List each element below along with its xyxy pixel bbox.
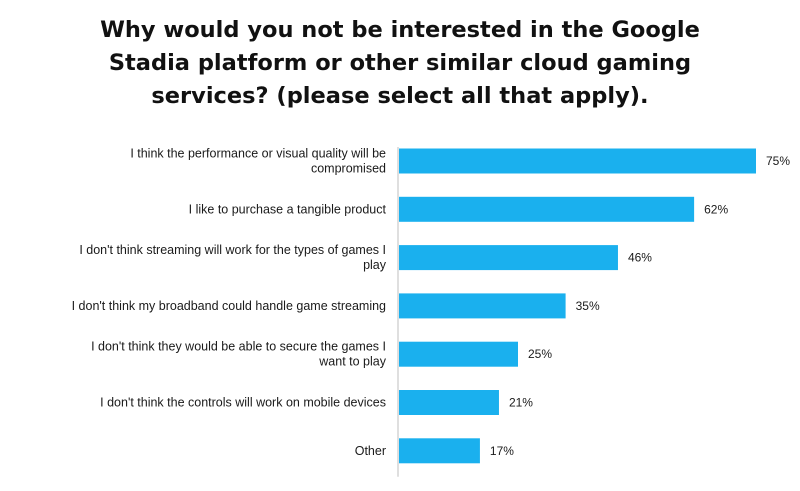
- data-label: 35%: [576, 299, 600, 313]
- category-label: I don't think the controls will work on …: [100, 396, 386, 410]
- chart-title-line-1: Why would you not be interested in the G…: [100, 17, 700, 43]
- category-label: I don't think streaming will work for th…: [79, 243, 386, 257]
- chart-title: Why would you not be interested in the G…: [100, 14, 700, 113]
- data-label: 17%: [490, 444, 514, 458]
- data-label: 75%: [766, 154, 790, 168]
- bar: [399, 293, 566, 319]
- category-label: I don't think my broadband could handle …: [72, 299, 386, 313]
- bar: [399, 438, 480, 464]
- category-label: want to play: [318, 355, 386, 369]
- category-label: I like to purchase a tangible product: [189, 202, 387, 216]
- category-label: play: [363, 258, 387, 272]
- data-label: 21%: [509, 396, 533, 410]
- data-label: 62%: [704, 202, 728, 216]
- category-label: I don't think they would be able to secu…: [91, 340, 386, 354]
- data-label: 25%: [528, 347, 552, 361]
- bar: [399, 196, 695, 222]
- category-label: I think the performance or visual qualit…: [130, 147, 386, 161]
- chart-title-line-2: Stadia platform or other similar cloud g…: [108, 50, 692, 76]
- bar: [399, 245, 618, 271]
- bar: [399, 390, 499, 415]
- bar: [399, 148, 756, 174]
- chart-title-line-3: services? (please select all that apply)…: [151, 83, 649, 109]
- category-label: Other: [355, 444, 386, 458]
- category-label: compromised: [311, 162, 386, 176]
- data-label: 46%: [628, 251, 652, 265]
- bar: [399, 341, 518, 367]
